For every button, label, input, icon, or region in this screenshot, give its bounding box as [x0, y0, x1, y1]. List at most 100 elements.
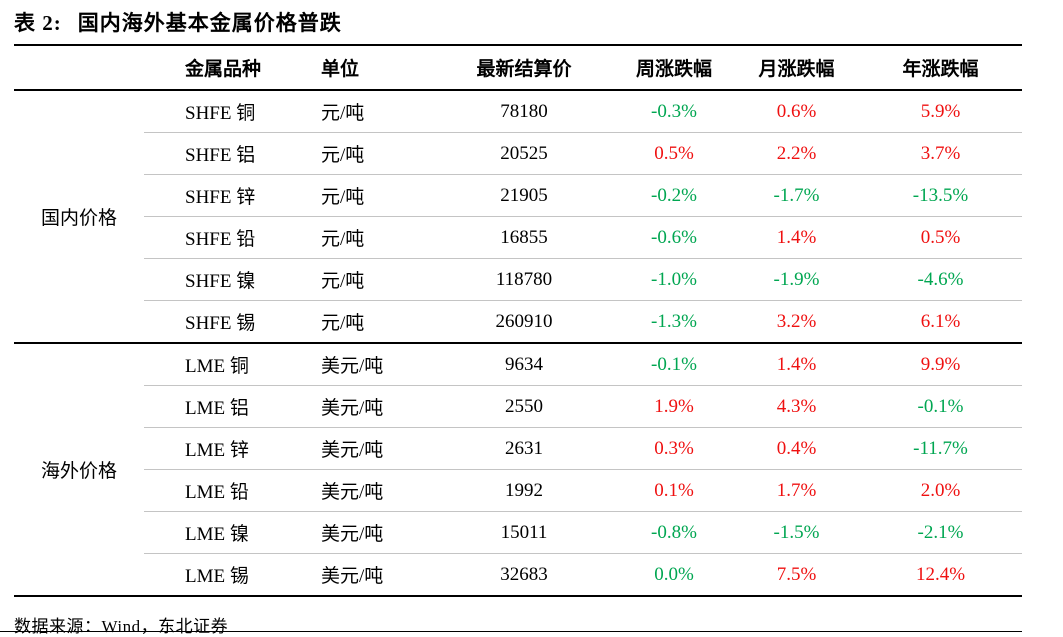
group-label-overseas: 海外价格 [14, 342, 144, 596]
cell-metal: LME 镍 [144, 511, 309, 554]
table-row: LME 铅 美元/吨 1992 0.1% 1.7% 2.0% [14, 469, 1022, 512]
cell-metal: LME 锡 [144, 553, 309, 596]
table-row: 国内价格 SHFE 铜 元/吨 78180 -0.3% 0.6% 5.9% [14, 90, 1022, 230]
cell-price: 16855 [434, 216, 614, 259]
cell-metal: SHFE 铅 [144, 216, 309, 259]
table-row: SHFE 锡 元/吨 260910 -1.3% 3.2% 6.1% [14, 300, 1022, 343]
cell-week-change: 0.3% [614, 427, 734, 470]
cell-price: 78180 [500, 100, 548, 122]
header-year-change: 年涨跌幅 [859, 45, 1022, 91]
cell-price: 21905 [434, 174, 614, 217]
table-row: LME 锡 美元/吨 32683 0.0% 7.5% 12.4% [14, 553, 1022, 596]
header-row: 金属品种 单位 最新结算价 周涨跌幅 月涨跌幅 年涨跌幅 [14, 45, 1022, 91]
cell-price: 9634 [434, 342, 614, 386]
cell-price: 2631 [434, 427, 614, 470]
table-caption: 表 2: 国内海外基本金属价格普跌 [14, 0, 1022, 44]
cell-price: 1992 [434, 469, 614, 512]
cell-metal: SHFE 镍 [144, 258, 309, 301]
cell-metal: LME 铜 [144, 342, 309, 386]
cell-price: 20525 [434, 132, 614, 175]
header-unit: 单位 [309, 45, 434, 91]
cell-week-change: 1.9% [614, 385, 734, 428]
cell-unit: 元/吨 [321, 103, 365, 124]
cell-year-change: -11.7% [859, 427, 1022, 470]
cell-price: 15011 [434, 511, 614, 554]
cell-unit: 元/吨 [309, 300, 434, 343]
table-row: LME 镍 美元/吨 15011 -0.8% -1.5% -2.1% [14, 511, 1022, 554]
cell-unit: 美元/吨 [309, 469, 434, 512]
cell-unit: 元/吨 [309, 216, 434, 259]
cell-month-change: 1.4% [734, 216, 859, 259]
cell-unit: 元/吨 [309, 174, 434, 217]
cell-metal: SHFE 铜 [185, 103, 256, 124]
cell-week-change: -0.1% [614, 342, 734, 386]
cell-year-change: 3.7% [859, 132, 1022, 175]
cell-metal: SHFE 锌 [144, 174, 309, 217]
cell-month-change: 0.6% [776, 100, 817, 122]
page-bottom-rule [0, 631, 1022, 632]
cell-year-change: -2.1% [859, 511, 1022, 554]
cell-unit: 美元/吨 [309, 511, 434, 554]
header-price: 最新结算价 [434, 45, 614, 91]
cell-month-change: 4.3% [734, 385, 859, 428]
cell-unit: 美元/吨 [309, 342, 434, 386]
cell-year-change: 5.9% [920, 100, 961, 122]
report-table-section: 表 2: 国内海外基本金属价格普跌 金属品种 单位 最新结算价 周涨跌幅 月涨跌… [14, 0, 1022, 637]
cell-week-change: -0.3% [651, 100, 697, 122]
cell-unit: 元/吨 [309, 258, 434, 301]
metal-price-table: 金属品种 单位 最新结算价 周涨跌幅 月涨跌幅 年涨跌幅 国内价格 SHFE 铜… [14, 44, 1022, 597]
cell-price: 32683 [434, 553, 614, 596]
table-row: 海外价格 LME 铜 美元/吨 9634 -0.1% 1.4% 9.9% [14, 342, 1022, 596]
cell-year-change: -0.1% [859, 385, 1022, 428]
cell-month-change: -1.9% [734, 258, 859, 301]
cell-week-change: 0.5% [614, 132, 734, 175]
table-row: SHFE 锌 元/吨 21905 -0.2% -1.7% -13.5% [14, 174, 1022, 217]
cell-metal: SHFE 锡 [144, 300, 309, 343]
cell-week-change: -0.8% [614, 511, 734, 554]
header-metal: 金属品种 [144, 45, 309, 91]
cell-year-change: -13.5% [859, 174, 1022, 217]
header-empty-cell [14, 45, 144, 91]
cell-unit: 元/吨 [309, 132, 434, 175]
cell-month-change: 0.4% [734, 427, 859, 470]
cell-year-change: 0.5% [859, 216, 1022, 259]
cell-year-change: 12.4% [859, 553, 1022, 596]
cell-week-change: 0.0% [614, 553, 734, 596]
table-row: LME 锌 美元/吨 2631 0.3% 0.4% -11.7% [14, 427, 1022, 470]
header-month-change: 月涨跌幅 [734, 45, 859, 91]
cell-unit: 美元/吨 [309, 427, 434, 470]
cell-month-change: 1.7% [734, 469, 859, 512]
group-label-domestic: 国内价格 [40, 208, 117, 229]
cell-month-change: 2.2% [734, 132, 859, 175]
cell-month-change: -1.7% [734, 174, 859, 217]
cell-year-change: 2.0% [859, 469, 1022, 512]
cell-metal: LME 铅 [144, 469, 309, 512]
table-row: SHFE 铝 元/吨 20525 0.5% 2.2% 3.7% [14, 132, 1022, 175]
cell-unit: 美元/吨 [309, 553, 434, 596]
cell-metal: LME 铝 [144, 385, 309, 428]
cell-week-change: -0.6% [614, 216, 734, 259]
table-row: SHFE 镍 元/吨 118780 -1.0% -1.9% -4.6% [14, 258, 1022, 301]
cell-week-change: -1.0% [614, 258, 734, 301]
cell-year-change: -4.6% [859, 258, 1022, 301]
cell-week-change: -0.2% [614, 174, 734, 217]
cell-year-change: 9.9% [859, 342, 1022, 386]
cell-month-change: -1.5% [734, 511, 859, 554]
cell-metal: LME 锌 [144, 427, 309, 470]
cell-month-change: 1.4% [734, 342, 859, 386]
table-row: SHFE 铅 元/吨 16855 -0.6% 1.4% 0.5% [14, 216, 1022, 259]
cell-week-change: -1.3% [614, 300, 734, 343]
cell-month-change: 3.2% [734, 300, 859, 343]
cell-week-change: 0.1% [614, 469, 734, 512]
cell-metal: SHFE 铝 [144, 132, 309, 175]
table-title: 国内海外基本金属价格普跌 [77, 11, 342, 35]
cell-month-change: 7.5% [734, 553, 859, 596]
cell-price: 2550 [434, 385, 614, 428]
table-number-label: 表 2: [14, 11, 62, 35]
header-week-change: 周涨跌幅 [614, 45, 734, 91]
cell-unit: 美元/吨 [309, 385, 434, 428]
cell-price: 260910 [434, 300, 614, 343]
table-row: LME 铝 美元/吨 2550 1.9% 4.3% -0.1% [14, 385, 1022, 428]
cell-year-change: 6.1% [859, 300, 1022, 343]
cell-price: 118780 [434, 258, 614, 301]
